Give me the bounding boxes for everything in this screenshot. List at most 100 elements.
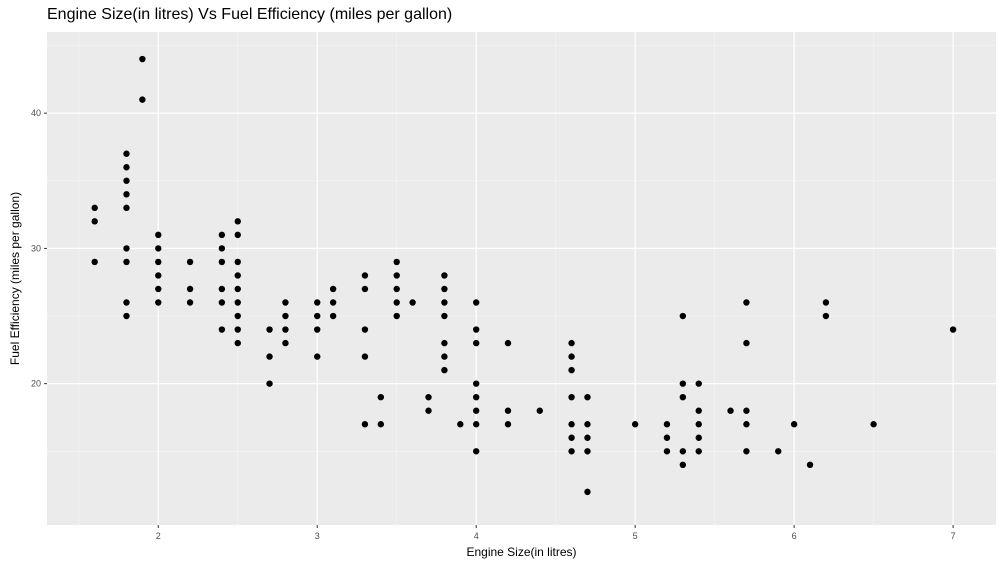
data-point bbox=[155, 272, 162, 279]
data-point bbox=[234, 231, 241, 239]
data-point bbox=[91, 218, 98, 225]
data-point bbox=[218, 245, 226, 252]
data-point bbox=[679, 448, 687, 455]
data-point bbox=[727, 407, 734, 414]
data-point bbox=[282, 326, 289, 333]
data-point bbox=[155, 245, 162, 252]
data-point bbox=[743, 407, 750, 414]
data-point bbox=[743, 448, 750, 455]
chart-title: Engine Size(in litres) Vs Fuel Efficienc… bbox=[47, 6, 453, 23]
data-point bbox=[314, 299, 321, 306]
major-gridlines bbox=[47, 32, 996, 525]
data-point bbox=[457, 421, 464, 428]
data-point bbox=[584, 448, 591, 455]
data-point bbox=[472, 448, 480, 455]
data-point bbox=[568, 434, 575, 441]
data-point bbox=[377, 421, 385, 428]
data-point bbox=[441, 353, 448, 360]
data-point bbox=[393, 299, 400, 306]
data-point bbox=[123, 312, 130, 320]
data-point bbox=[679, 461, 687, 469]
data-point bbox=[139, 96, 146, 103]
data-point bbox=[314, 312, 321, 320]
data-point bbox=[218, 231, 226, 239]
data-point bbox=[695, 407, 702, 414]
data-point bbox=[218, 299, 226, 306]
data-point bbox=[949, 326, 957, 333]
data-point bbox=[234, 299, 241, 306]
data-point bbox=[441, 312, 448, 320]
data-point bbox=[775, 448, 782, 455]
x-tick-label: 2 bbox=[156, 531, 161, 541]
data-point bbox=[123, 164, 130, 171]
data-point bbox=[695, 448, 702, 455]
data-point bbox=[123, 299, 130, 306]
x-axis-ticks: 2 3 4 5 6 7 bbox=[156, 525, 956, 541]
data-point bbox=[186, 285, 194, 293]
data-point bbox=[266, 353, 273, 360]
data-point bbox=[870, 421, 877, 428]
data-point bbox=[234, 326, 241, 333]
data-point bbox=[186, 299, 194, 306]
data-point bbox=[314, 353, 321, 360]
data-point bbox=[329, 285, 337, 293]
data-point bbox=[584, 488, 591, 496]
data-point bbox=[234, 218, 241, 225]
data-point bbox=[361, 421, 369, 428]
data-point bbox=[472, 421, 480, 428]
data-point bbox=[234, 312, 241, 320]
data-point bbox=[663, 421, 671, 428]
data-point bbox=[743, 299, 750, 306]
y-axis-label: Fuel Efficiency (miles per gallon) bbox=[8, 192, 22, 365]
data-point bbox=[822, 312, 830, 320]
data-point bbox=[123, 258, 130, 266]
x-tick-label: 5 bbox=[633, 531, 638, 541]
data-point bbox=[155, 285, 162, 293]
data-point bbox=[472, 339, 480, 347]
data-point bbox=[186, 258, 194, 266]
data-point bbox=[234, 272, 241, 279]
data-point bbox=[218, 258, 226, 266]
data-point bbox=[282, 339, 289, 347]
data-point bbox=[441, 299, 448, 306]
data-points bbox=[91, 55, 957, 496]
data-point bbox=[123, 204, 130, 212]
data-point bbox=[314, 326, 321, 333]
plot-panel bbox=[47, 32, 996, 525]
data-point bbox=[123, 191, 130, 198]
x-tick-label: 7 bbox=[951, 531, 956, 541]
data-point bbox=[218, 285, 226, 293]
data-point bbox=[155, 258, 162, 266]
data-point bbox=[695, 434, 702, 441]
data-point bbox=[139, 55, 146, 63]
data-point bbox=[504, 407, 512, 414]
x-axis-label: Engine Size(in litres) bbox=[466, 545, 576, 559]
data-point bbox=[282, 312, 289, 320]
data-point bbox=[123, 177, 130, 184]
data-point bbox=[234, 285, 241, 293]
data-point bbox=[743, 421, 750, 428]
data-point bbox=[743, 339, 750, 347]
data-point bbox=[155, 299, 162, 306]
data-point bbox=[329, 312, 337, 320]
data-point bbox=[472, 299, 480, 306]
y-axis-ticks: 20 30 40 bbox=[31, 108, 47, 389]
data-point bbox=[123, 245, 130, 252]
data-point bbox=[822, 299, 830, 306]
data-point bbox=[472, 326, 480, 333]
data-point bbox=[91, 258, 98, 266]
data-point bbox=[393, 285, 400, 293]
x-tick-label: 4 bbox=[474, 531, 479, 541]
data-point bbox=[584, 393, 591, 401]
data-point bbox=[584, 421, 591, 428]
data-point bbox=[266, 380, 273, 387]
data-point bbox=[663, 434, 671, 441]
data-point bbox=[568, 448, 575, 455]
data-point bbox=[91, 204, 98, 212]
data-point bbox=[266, 326, 273, 333]
data-point bbox=[806, 461, 814, 469]
data-point bbox=[361, 285, 369, 293]
y-tick-label: 20 bbox=[31, 379, 41, 389]
y-tick-label: 40 bbox=[31, 108, 41, 118]
